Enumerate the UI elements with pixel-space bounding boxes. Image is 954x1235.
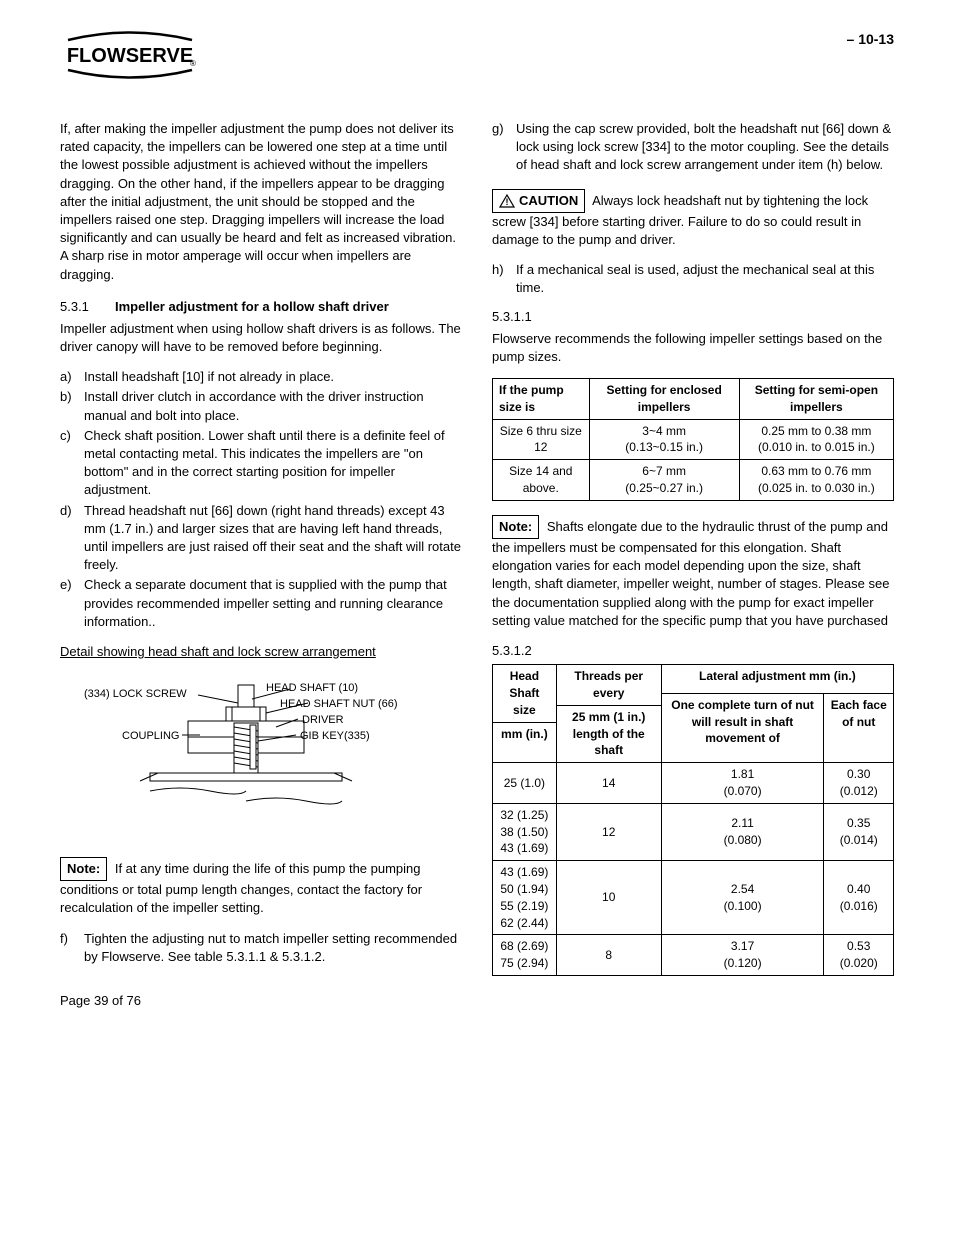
table-cell: 10 — [556, 861, 661, 935]
table-header: Lateral adjustment mm (in.) — [661, 665, 893, 694]
svg-text:FLOWSERVE: FLOWSERVE — [67, 45, 193, 67]
list-item: b)Install driver clutch in accordance wi… — [60, 388, 462, 424]
table-cell: 0.40 (0.016) — [824, 861, 894, 935]
table-cell: 14 — [556, 763, 661, 804]
right-column: g) Using the cap screw provided, bolt th… — [492, 120, 894, 990]
table-cell: 0.53 (0.020) — [824, 935, 894, 976]
section-531-intro: Impeller adjustment when using hollow sh… — [60, 320, 462, 356]
list-text: Install driver clutch in accordance with… — [84, 388, 462, 424]
list-item: e)Check a separate document that is supp… — [60, 576, 462, 631]
table-cell: 6~7 mm (0.25~0.27 in.) — [589, 460, 739, 501]
table-header: Each face of nut — [824, 693, 894, 762]
table-cell: 8 — [556, 935, 661, 976]
table-header: If the pump size is — [493, 379, 590, 420]
svg-text:HEAD SHAFT (10): HEAD SHAFT (10) — [266, 682, 358, 694]
svg-text:(334) LOCK SCREW: (334) LOCK SCREW — [84, 688, 187, 700]
table-cell: 43 (1.69) 50 (1.94) 55 (2.19) 62 (2.44) — [493, 861, 557, 935]
list-text: Tighten the adjusting nut to match impel… — [84, 930, 462, 966]
section-number: 5.3.1 — [60, 298, 115, 316]
svg-text:COUPLING: COUPLING — [122, 730, 179, 742]
table-header: Setting for semi-open impellers — [739, 379, 893, 420]
table-cell: Size 6 thru size 12 — [493, 419, 590, 460]
note-box: Note: — [60, 857, 107, 881]
section-5311-text: Flowserve recommends the following impel… — [492, 330, 894, 366]
table-cell: 0.30 (0.012) — [824, 763, 894, 804]
list-item-f: f) Tighten the adjusting nut to match im… — [60, 930, 462, 966]
note-box: Note: — [492, 515, 539, 539]
shaft-diagram: (334) LOCK SCREW HEAD SHAFT (10) HEAD SH… — [80, 681, 420, 841]
table-cell: 2.54 (0.100) — [661, 861, 824, 935]
list-item-g: g) Using the cap screw provided, bolt th… — [492, 120, 894, 175]
table-cell: 3.17 (0.120) — [661, 935, 824, 976]
intro-para: If, after making the impeller adjustment… — [60, 120, 462, 284]
left-column: If, after making the impeller adjustment… — [60, 120, 462, 990]
section-5312-num: 5.3.1.2 — [492, 642, 894, 660]
section-title: Impeller adjustment for a hollow shaft d… — [115, 298, 462, 316]
list-label: d) — [60, 502, 84, 575]
svg-text:HEAD SHAFT NUT (66): HEAD SHAFT NUT (66) — [280, 698, 398, 710]
flowserve-logo: FLOWSERVE ® — [60, 30, 200, 80]
table-row: 43 (1.69) 50 (1.94) 55 (2.19) 62 (2.44)1… — [493, 861, 894, 935]
table-cell: 32 (1.25) 38 (1.50) 43 (1.69) — [493, 803, 557, 860]
caution-label: CAUTION — [519, 193, 578, 208]
list-text: Install headshaft [10] if not already in… — [84, 368, 462, 386]
list-label: a) — [60, 368, 84, 386]
table-header: Setting for enclosed impellers — [589, 379, 739, 420]
list-item: c)Check shaft position. Lower shaft unti… — [60, 427, 462, 500]
list-item: a)Install headshaft [10] if not already … — [60, 368, 462, 386]
table-row: Size 14 and above.6~7 mm (0.25~0.27 in.)… — [493, 460, 894, 501]
svg-text:GIB KEY(335): GIB KEY(335) — [300, 730, 370, 742]
note-1: Note: If at any time during the life of … — [60, 857, 462, 918]
section-531-heading: 5.3.1 Impeller adjustment for a hollow s… — [60, 298, 462, 316]
table-row: 25 (1.0)141.81 (0.070)0.30 (0.012) — [493, 763, 894, 804]
detail-label: Detail showing head shaft and lock screw… — [60, 643, 462, 661]
table-row: Size 6 thru size 123~4 mm (0.13~0.15 in.… — [493, 419, 894, 460]
list-label: c) — [60, 427, 84, 500]
list-label: e) — [60, 576, 84, 631]
svg-text:DRIVER: DRIVER — [302, 714, 344, 726]
section-5311-num: 5.3.1.1 — [492, 308, 894, 326]
table-cell: 25 (1.0) — [493, 763, 557, 804]
table-header: Threads per every25 mm (1 in.) length of… — [556, 665, 661, 763]
list-item-h: h) If a mechanical seal is used, adjust … — [492, 261, 894, 297]
note-text: Shafts elongate due to the hydraulic thr… — [492, 519, 889, 628]
table-cell: 0.35 (0.014) — [824, 803, 894, 860]
list-text: Using the cap screw provided, bolt the h… — [516, 120, 894, 175]
impeller-settings-table: If the pump size isSetting for enclosed … — [492, 378, 894, 501]
list-text: Check shaft position. Lower shaft until … — [84, 427, 462, 500]
lateral-adjustment-table: Head Shaft sizemm (in.) Threads per ever… — [492, 664, 894, 976]
list-text: Check a separate document that is suppli… — [84, 576, 462, 631]
svg-text:!: ! — [506, 197, 509, 207]
table-cell: 2.11 (0.080) — [661, 803, 824, 860]
page-reference: – 10-13 — [847, 30, 894, 50]
list-label: b) — [60, 388, 84, 424]
list-label: f) — [60, 930, 84, 966]
table-header: Head Shaft sizemm (in.) — [493, 665, 557, 763]
svg-text:®: ® — [190, 59, 196, 68]
list-label: g) — [492, 120, 516, 175]
list-text: Thread headshaft nut [66] down (right ha… — [84, 502, 462, 575]
table-row: 68 (2.69) 75 (2.94)83.17 (0.120)0.53 (0.… — [493, 935, 894, 976]
table-cell: 0.63 mm to 0.76 mm (0.025 in. to 0.030 i… — [739, 460, 893, 501]
table-cell: Size 14 and above. — [493, 460, 590, 501]
table-cell: 3~4 mm (0.13~0.15 in.) — [589, 419, 739, 460]
table-header: One complete turn of nut will result in … — [661, 693, 824, 762]
list-item: d)Thread headshaft nut [66] down (right … — [60, 502, 462, 575]
table-cell: 1.81 (0.070) — [661, 763, 824, 804]
caution-block: !CAUTION Always lock headshaft nut by ti… — [492, 189, 894, 250]
note-2: Note: Shafts elongate due to the hydraul… — [492, 515, 894, 630]
table-cell: 68 (2.69) 75 (2.94) — [493, 935, 557, 976]
table-cell: 0.25 mm to 0.38 mm (0.010 in. to 0.015 i… — [739, 419, 893, 460]
list-text: If a mechanical seal is used, adjust the… — [516, 261, 894, 297]
table-row: 32 (1.25) 38 (1.50) 43 (1.69)122.11 (0.0… — [493, 803, 894, 860]
page-footer: Page 39 of 76 — [60, 992, 141, 1010]
caution-box: ! CAUTION — [492, 189, 585, 213]
list-label: h) — [492, 261, 516, 297]
note-text: If at any time during the life of this p… — [60, 861, 422, 915]
table-cell: 12 — [556, 803, 661, 860]
